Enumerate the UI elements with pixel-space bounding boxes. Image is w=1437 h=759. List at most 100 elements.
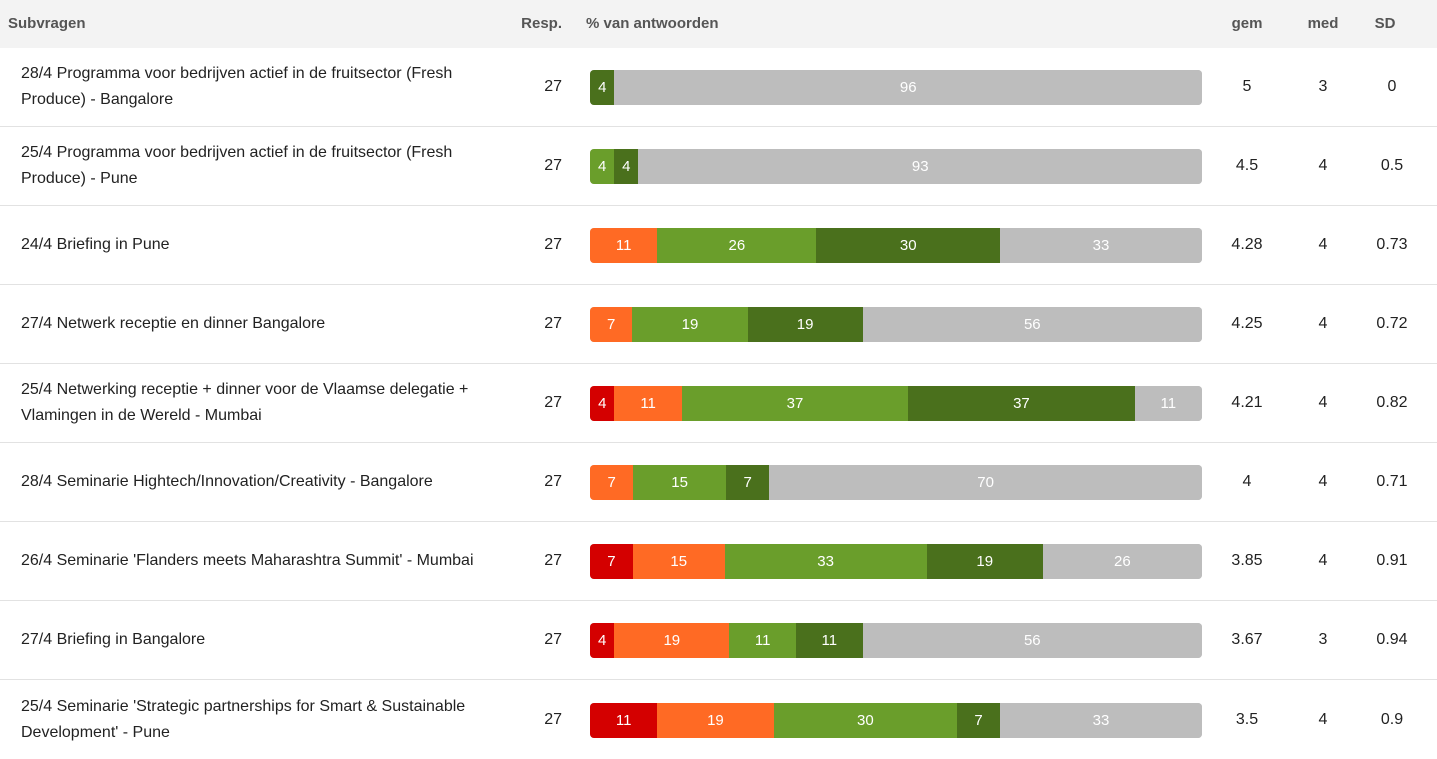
row-label: 25/4 Netwerking receptie + dinner voor d… — [21, 381, 469, 424]
row-sd: 0.71 — [1376, 473, 1408, 490]
header-percentage: % van antwoorden — [586, 15, 719, 32]
stacked-bar: 7 19 19 56 — [590, 307, 1202, 342]
bar-segment-very-positive: 37 — [908, 386, 1135, 421]
bar-segment-positive: 4 — [590, 149, 615, 184]
table-row: 24/4 Briefing in Pune 27 11 26 30 33 4.28 4 0.73 — [0, 206, 1437, 285]
bar-segment-very-positive: 19 — [926, 544, 1043, 579]
table-row: 28/4 Seminarie Hightech/Innovation/Creat… — [0, 443, 1437, 522]
table-row: 25/4 Seminarie 'Strategic partnerships f… — [0, 680, 1437, 759]
bar-segment-very-negative: 7 — [590, 544, 633, 579]
bar-segment-other: 70 — [769, 465, 1202, 500]
row-sd: 0.82 — [1376, 394, 1408, 411]
bar-segment-very-negative: 4 — [590, 623, 615, 658]
row-resp: 27 — [544, 552, 562, 569]
bar-segment-very-negative: 4 — [590, 386, 615, 421]
row-sd: 0.94 — [1376, 631, 1408, 648]
bar-segment-very-positive: 7 — [957, 702, 1000, 738]
bar-segment-other: 93 — [638, 149, 1202, 184]
table-row: 26/4 Seminarie 'Flanders meets Maharasht… — [0, 522, 1437, 601]
row-label: 25/4 Seminarie 'Strategic partnerships f… — [21, 697, 466, 741]
bar-segment-very-positive: 30 — [816, 228, 1001, 263]
header-sd: SD — [1374, 15, 1396, 32]
row-gem: 3.85 — [1231, 552, 1263, 569]
row-med: 4 — [1318, 236, 1328, 253]
stacked-bar: 4 19 11 11 56 — [590, 623, 1202, 658]
bar-segment-other: 11 — [1134, 386, 1202, 421]
row-med: 4 — [1318, 315, 1328, 332]
bar-segment-other: 33 — [1000, 228, 1202, 263]
row-med: 4 — [1318, 157, 1328, 174]
row-sd: 0.9 — [1380, 710, 1404, 728]
header-resp: Resp. — [521, 15, 562, 32]
row-label: 24/4 Briefing in Pune — [21, 236, 170, 253]
bar-segment-positive: 26 — [657, 228, 817, 263]
bar-segment-negative: 19 — [657, 702, 774, 738]
table-row: 25/4 Programma voor bedrijven actief in … — [0, 127, 1437, 206]
bar-segment-other: 33 — [1000, 702, 1202, 738]
bar-segment-negative: 19 — [614, 623, 730, 658]
row-label: 27/4 Netwerk receptie en dinner Bangalor… — [21, 315, 326, 332]
bar-segment-very-positive: 11 — [796, 623, 863, 658]
bar-segment-other: 26 — [1042, 544, 1202, 579]
row-med: 3 — [1318, 78, 1328, 95]
stacked-bar: 11 26 30 33 — [590, 228, 1202, 263]
bar-segment-positive: 30 — [773, 702, 958, 738]
row-resp: 27 — [544, 157, 562, 174]
header-subvragen: Subvragen — [8, 15, 86, 32]
row-sd: 0.91 — [1376, 552, 1408, 569]
row-label: 28/4 Programma voor bedrijven actief in … — [21, 65, 453, 108]
bar-segment-positive: 11 — [729, 623, 796, 658]
row-resp: 27 — [544, 315, 562, 332]
row-gem: 3.5 — [1235, 710, 1259, 728]
stacked-bar: 4 96 — [590, 70, 1202, 105]
bar-segment-very-positive: 4 — [590, 70, 615, 105]
row-resp: 27 — [544, 78, 562, 95]
row-resp: 27 — [544, 710, 562, 728]
row-resp: 27 — [544, 394, 562, 411]
bar-segment-positive: 15 — [633, 465, 726, 500]
row-med: 3 — [1318, 631, 1328, 648]
row-med: 4 — [1318, 473, 1328, 490]
row-label: 25/4 Programma voor bedrijven actief in … — [21, 144, 453, 187]
bar-segment-very-positive: 19 — [747, 307, 863, 342]
row-label: 26/4 Seminarie 'Flanders meets Maharasht… — [21, 552, 474, 569]
stacked-bar: 7 15 33 19 26 — [590, 544, 1202, 579]
row-gem: 5 — [1242, 78, 1252, 95]
row-gem: 4.25 — [1231, 315, 1263, 332]
table-body: 28/4 Programma voor bedrijven actief in … — [0, 48, 1437, 759]
table-row: 25/4 Netwerking receptie + dinner voor d… — [0, 364, 1437, 443]
row-med: 4 — [1318, 710, 1328, 728]
row-gem: 4.5 — [1235, 157, 1259, 174]
bar-segment-very-negative: 11 — [590, 702, 658, 738]
row-med: 4 — [1318, 552, 1328, 569]
row-sd: 0.72 — [1376, 315, 1408, 332]
row-resp: 27 — [544, 236, 562, 253]
row-med: 4 — [1318, 394, 1328, 411]
bar-segment-negative: 7 — [590, 465, 634, 500]
row-gem: 4.28 — [1231, 236, 1263, 253]
bar-segment-very-positive: 4 — [614, 149, 639, 184]
bar-segment-very-positive: 7 — [725, 465, 770, 500]
bar-segment-positive: 19 — [632, 307, 748, 342]
stacked-bar: 4 4 93 — [590, 149, 1202, 184]
row-gem: 4 — [1242, 473, 1252, 490]
table-row: 27/4 Briefing in Bangalore 27 4 19 11 11 56 3.6… — [0, 601, 1437, 680]
table-row: 28/4 Programma voor bedrijven actief in … — [0, 48, 1437, 127]
table-row: 27/4 Netwerk receptie en dinner Bangalor… — [0, 285, 1437, 364]
stacked-bar: 4 11 37 37 11 — [590, 386, 1202, 421]
bar-segment-positive: 33 — [724, 544, 927, 579]
row-sd: 0.5 — [1380, 157, 1404, 174]
header-gem: gem — [1231, 15, 1263, 32]
stacked-bar: 11 19 30 7 33 — [590, 702, 1202, 738]
row-label: 27/4 Briefing in Bangalore — [21, 631, 206, 648]
bar-segment-other: 96 — [614, 70, 1202, 105]
bar-segment-positive: 37 — [681, 386, 909, 421]
bar-segment-negative: 15 — [632, 544, 725, 579]
row-sd: 0.73 — [1376, 236, 1408, 253]
row-gem: 4.21 — [1231, 394, 1263, 411]
row-gem: 3.67 — [1231, 631, 1263, 648]
bar-segment-other: 56 — [862, 623, 1202, 658]
bar-segment-negative: 7 — [590, 307, 633, 342]
bar-segment-other: 56 — [862, 307, 1202, 342]
